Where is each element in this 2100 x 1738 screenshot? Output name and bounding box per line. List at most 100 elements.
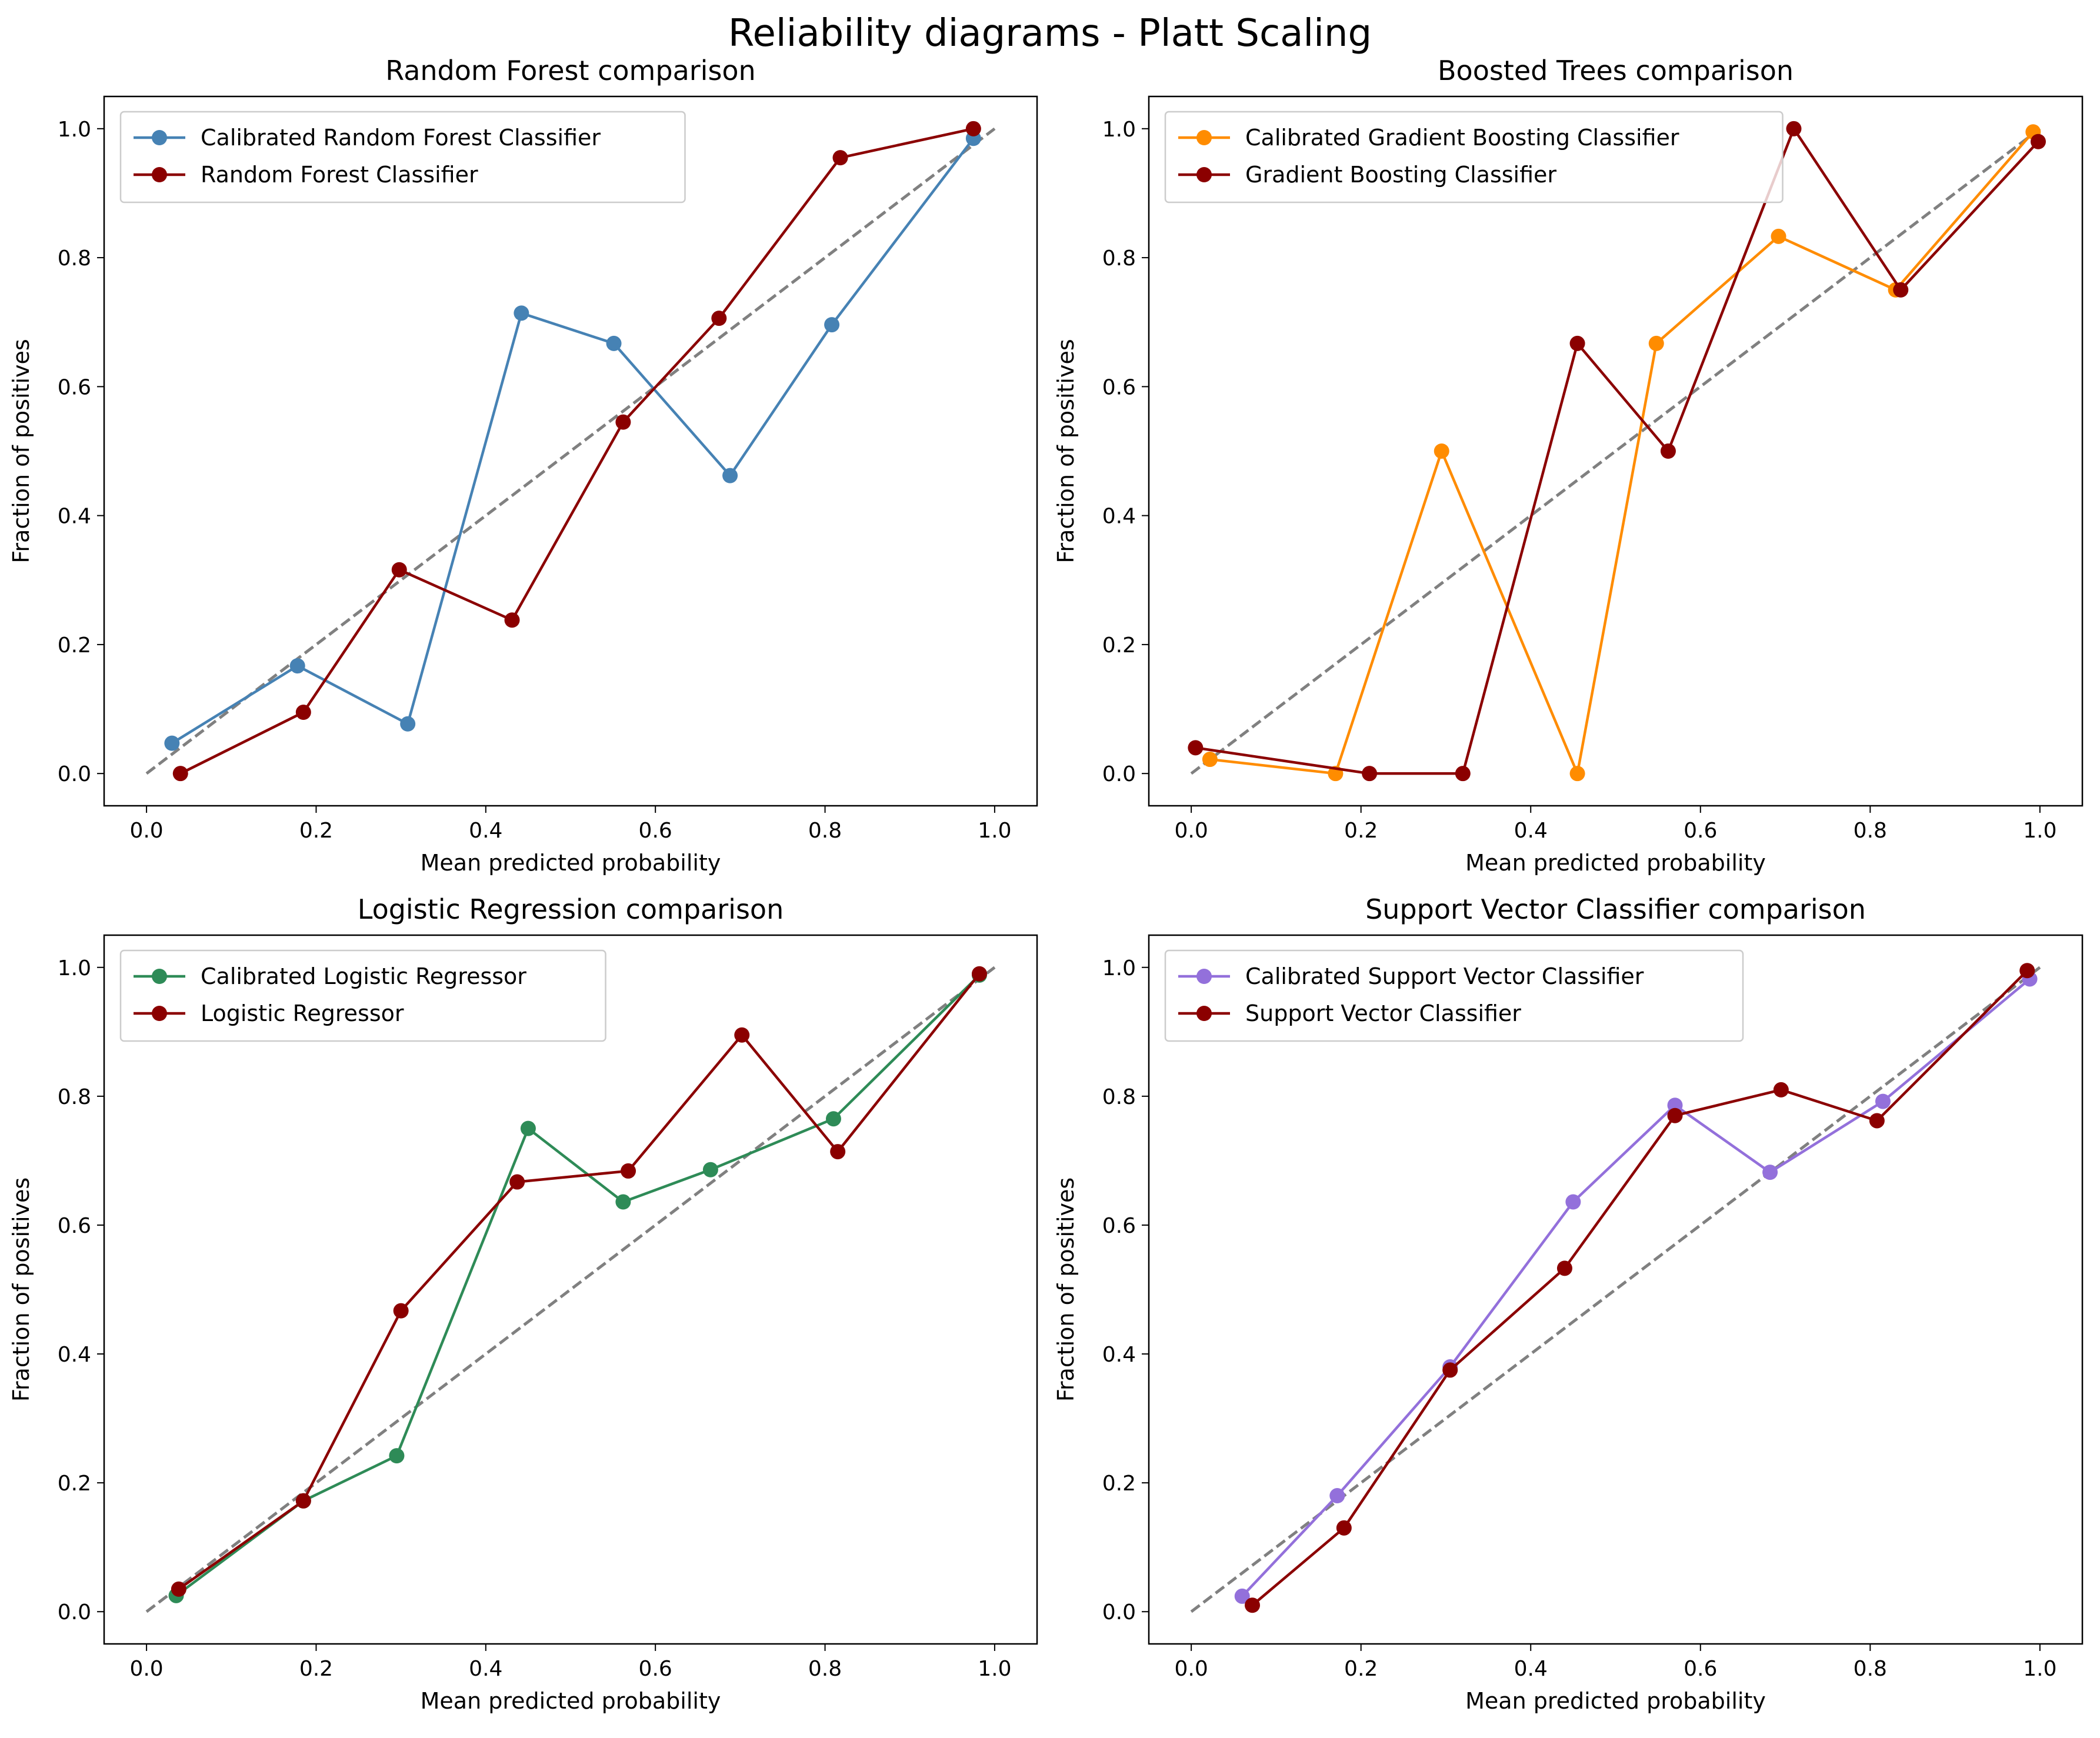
figure-title: Reliability diagrams - Platt Scaling — [728, 12, 1372, 55]
data-point — [1188, 740, 1204, 756]
data-point — [1434, 443, 1449, 459]
axes-frame — [103, 934, 1038, 1645]
x-tick-label: 0.4 — [469, 819, 502, 843]
legend: Calibrated Logistic Regressor Logistic Re… — [119, 949, 606, 1042]
subplot-boosted-trees-comparison: Boosted Trees comparison 0.0 0.2 0.4 0.6 0.8 1… — [1053, 55, 2084, 876]
y-tick-label: 1.0 — [1102, 118, 1136, 142]
data-point — [514, 305, 529, 321]
x-tick-label: 0.0 — [129, 1657, 163, 1681]
legend-swatch-marker — [152, 969, 167, 984]
subplot-title: Support Vector Classifier comparison — [1365, 893, 1866, 925]
legend-entry: Gradient Boosting Classifier — [1178, 162, 1556, 188]
data-point — [2019, 963, 2035, 979]
y-tick-label: 0.2 — [1102, 1472, 1136, 1496]
x-tick-label: 0.4 — [1514, 1657, 1548, 1681]
data-point — [606, 335, 622, 351]
legend-label: Calibrated Support Vector Classifier — [1245, 963, 1644, 989]
series-logistic-regressor — [171, 966, 987, 1597]
data-point — [1565, 1194, 1581, 1210]
subplot-support-vector-classifier-comparison: Support Vector Classifier comparison 0.0 0… — [1053, 893, 2084, 1714]
data-point — [621, 1163, 636, 1179]
data-point — [1771, 228, 1786, 244]
x-tick-label: 0.2 — [1344, 819, 1378, 843]
legend-label: Gradient Boosting Classifier — [1245, 162, 1556, 188]
legend-label: Calibrated Logistic Regressor — [201, 963, 526, 989]
x-tick-label: 0.8 — [1854, 819, 1887, 843]
data-point — [1773, 1082, 1789, 1097]
y-tick-label: 0.6 — [1102, 375, 1136, 399]
axes-frame — [103, 95, 1038, 807]
y-axis-label: Fraction of positives — [8, 1177, 34, 1402]
perfect-calibration-line — [145, 966, 996, 1613]
series-support-vector-classifier — [1245, 963, 2035, 1613]
legend-entry: Calibrated Gradient Boosting Classifier — [1178, 125, 1679, 151]
y-tick-label: 0.2 — [1102, 633, 1136, 658]
data-point — [1362, 766, 1378, 782]
data-point — [832, 150, 848, 166]
data-point — [1329, 1488, 1345, 1504]
x-tick-label: 0.0 — [1175, 819, 1208, 843]
legend: Calibrated Support Vector Classifier Supp… — [1164, 949, 1744, 1042]
x-tick-label: 0.6 — [639, 819, 672, 843]
data-point — [711, 311, 727, 326]
series-line — [171, 137, 975, 745]
legend-label: Calibrated Gradient Boosting Classifier — [1245, 125, 1679, 151]
subplot-grid: Random Forest comparison 0.0 0.2 0.4 0.6 0.8 1… — [8, 55, 2084, 1714]
data-point — [1893, 282, 1909, 298]
legend-entry: Random Forest Classifier — [134, 162, 478, 188]
legend-swatch-marker — [1196, 130, 1212, 145]
x-tick-label: 1.0 — [2023, 1657, 2056, 1681]
x-tick-label: 0.4 — [1514, 819, 1548, 843]
y-tick-label: 0.0 — [1102, 1600, 1136, 1624]
y-tick-label: 0.8 — [1102, 246, 1136, 271]
data-point — [295, 1493, 311, 1509]
x-tick-label: 0.8 — [1854, 1657, 1887, 1681]
data-point — [1569, 766, 1585, 782]
y-tick-label: 0.4 — [58, 505, 91, 529]
data-point — [520, 1120, 536, 1136]
x-tick-label: 0.2 — [299, 819, 333, 843]
x-axis-label: Mean predicted probability — [1465, 1688, 1766, 1714]
data-point — [391, 562, 407, 578]
y-axis-label: Fraction of positives — [8, 339, 34, 563]
legend-entry: Logistic Regressor — [134, 1000, 404, 1026]
x-tick-label: 0.4 — [469, 1657, 502, 1681]
data-point — [824, 317, 840, 333]
data-point — [1648, 335, 1664, 351]
x-tick-label: 0.0 — [1175, 1657, 1208, 1681]
data-point — [289, 658, 305, 674]
data-point — [389, 1448, 405, 1464]
x-tick-label: 0.2 — [1344, 1657, 1378, 1681]
axes-frame — [1148, 95, 2084, 807]
data-point — [1202, 752, 1218, 768]
subplot-title: Logistic Regression comparison — [358, 893, 784, 925]
legend-label: Support Vector Classifier — [1245, 1000, 1521, 1026]
series-line — [1251, 969, 2028, 1606]
data-point — [1786, 121, 1802, 136]
legend-entry: Calibrated Logistic Regressor — [134, 963, 526, 989]
data-point — [615, 414, 631, 430]
y-tick-label: 1.0 — [58, 118, 91, 142]
y-axis-label: Fraction of positives — [1053, 339, 1079, 563]
legend-box — [1164, 949, 1744, 1042]
data-point — [2030, 134, 2046, 149]
legend-swatch-marker — [1196, 167, 1212, 182]
axes-frame — [1148, 934, 2084, 1645]
series-line — [1241, 978, 2031, 1597]
x-tick-label: 0.6 — [1684, 819, 1717, 843]
legend-swatch-marker — [152, 167, 167, 182]
data-point — [400, 716, 416, 732]
legend-label: Random Forest Classifier — [201, 162, 478, 188]
data-point — [1245, 1597, 1261, 1613]
legend-label: Calibrated Random Forest Classifier — [201, 125, 601, 151]
legend-entry: Support Vector Classifier — [1178, 1000, 1521, 1026]
series-random-forest-classifier — [172, 121, 981, 782]
subplot-title: Boosted Trees comparison — [1438, 55, 1794, 86]
subplot-random-forest-comparison: Random Forest comparison 0.0 0.2 0.4 0.6 0.8 1… — [8, 55, 1038, 876]
y-tick-label: 0.0 — [58, 762, 91, 786]
x-tick-label: 0.6 — [1684, 1657, 1717, 1681]
series-gradient-boosting-classifier — [1188, 121, 2046, 782]
y-tick-label: 1.0 — [58, 956, 91, 980]
x-tick-label: 0.0 — [129, 819, 163, 843]
